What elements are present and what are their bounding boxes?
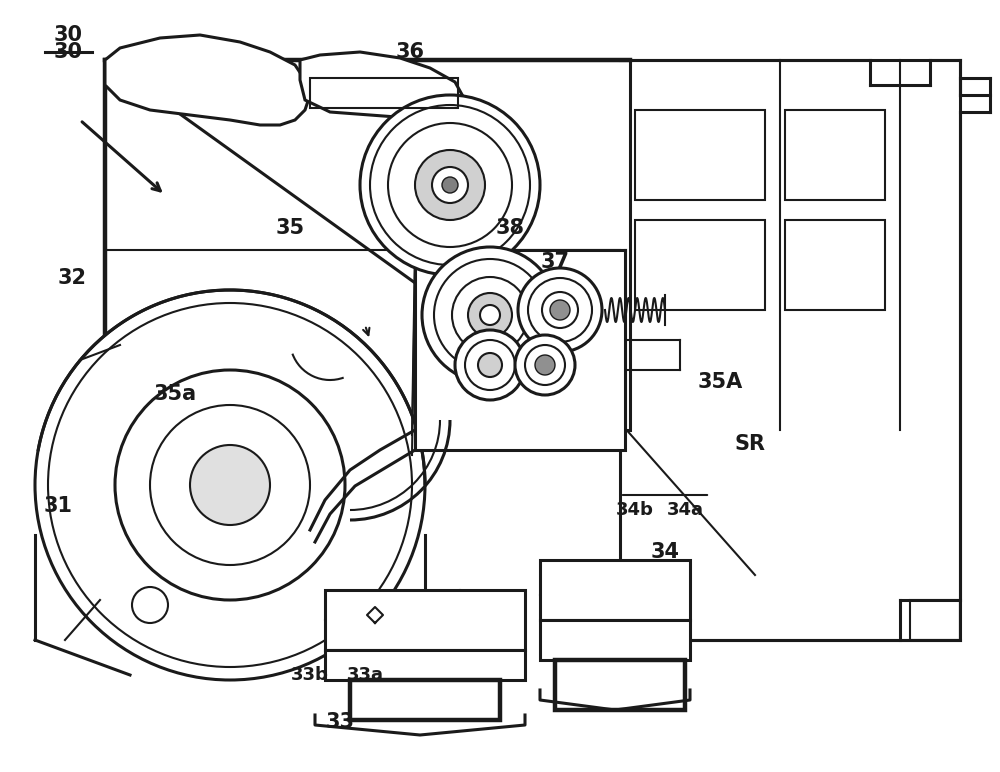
Circle shape [190, 445, 270, 525]
Text: 33a: 33a [347, 666, 384, 685]
Text: 35: 35 [275, 218, 305, 238]
Circle shape [35, 290, 425, 680]
Bar [325, 590, 525, 650]
Circle shape [432, 167, 468, 203]
Circle shape [455, 330, 525, 400]
Text: 37: 37 [540, 252, 570, 273]
Bar [635, 220, 765, 310]
Bar [620, 60, 960, 640]
Bar [910, 600, 960, 640]
Text: 35A: 35A [697, 372, 743, 392]
Bar [540, 620, 690, 660]
Bar [540, 560, 690, 620]
Circle shape [518, 268, 602, 352]
Circle shape [452, 277, 528, 353]
Polygon shape [105, 35, 310, 125]
Text: 33b: 33b [291, 666, 329, 685]
Text: SR: SR [734, 434, 766, 454]
Text: 38: 38 [496, 218, 524, 238]
Circle shape [468, 293, 512, 337]
Circle shape [542, 292, 578, 328]
Bar [785, 220, 885, 310]
Circle shape [515, 335, 575, 395]
Text: 30: 30 [54, 25, 82, 45]
Text: 34: 34 [650, 542, 680, 562]
Bar [350, 680, 500, 720]
Circle shape [360, 95, 540, 275]
Polygon shape [300, 52, 465, 120]
Text: 33: 33 [326, 712, 354, 732]
Circle shape [422, 247, 558, 383]
Bar [635, 110, 765, 200]
Circle shape [550, 300, 570, 320]
Bar [325, 650, 525, 680]
Circle shape [132, 587, 168, 623]
Text: 31: 31 [44, 496, 72, 516]
Bar [555, 660, 685, 710]
Text: 35a: 35a [153, 384, 197, 404]
Circle shape [115, 370, 345, 600]
Circle shape [535, 355, 555, 375]
Bar [415, 250, 625, 450]
Circle shape [442, 177, 458, 193]
Text: 30: 30 [54, 42, 82, 63]
Circle shape [415, 150, 485, 220]
Text: 32: 32 [58, 268, 87, 288]
Text: 34a: 34a [666, 500, 704, 519]
Bar [310, 78, 458, 108]
Polygon shape [105, 60, 630, 430]
Circle shape [150, 405, 310, 565]
Text: 34b: 34b [616, 500, 654, 519]
Circle shape [478, 353, 502, 377]
Circle shape [480, 305, 500, 325]
Bar [785, 110, 885, 200]
Text: 36: 36 [396, 42, 424, 63]
